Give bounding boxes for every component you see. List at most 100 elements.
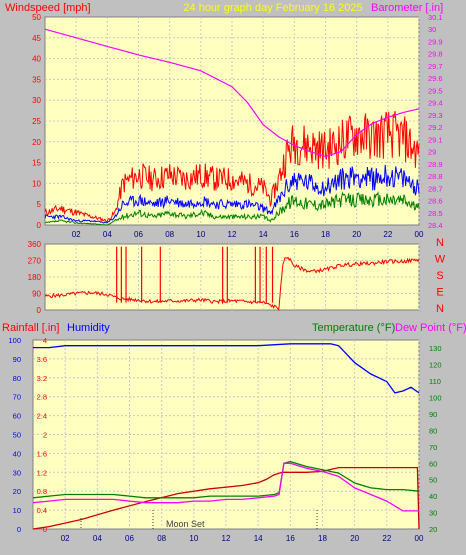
rain-x-tick: 12	[222, 534, 231, 543]
wind-x-tick: 18	[321, 230, 330, 239]
wind-gust-line	[44, 111, 420, 223]
baro-y-tick: 28.5	[428, 209, 443, 218]
rain-y-tick: 0.8	[37, 487, 47, 496]
baro-y-tick: 29.4	[428, 99, 443, 108]
humidity-y-tick: 70	[13, 393, 21, 402]
temp-y-tick: 90	[429, 410, 437, 419]
temp-y-tick: 70	[429, 443, 437, 452]
humidity-y-tick: 50	[13, 431, 21, 440]
rain-y-tick: 1.2	[37, 468, 47, 477]
baro-y-tick: 28.4	[428, 221, 443, 230]
rain-y-tick: 3.6	[37, 355, 47, 364]
temp-y-tick: 60	[429, 459, 437, 468]
dew_point-line	[32, 462, 419, 512]
baro-y-tick: 29.7	[428, 62, 443, 71]
humidity-y-tick: 60	[13, 412, 21, 421]
rain-y-tick: 0	[43, 525, 47, 534]
temp-y-tick: 20	[429, 525, 437, 534]
rain-x-tick: 08	[157, 534, 166, 543]
wind-x-tick: 04	[103, 230, 112, 239]
wind-y-tick: 15	[32, 159, 41, 168]
temp-y-tick: 80	[429, 426, 437, 435]
humidity-y-tick: 40	[13, 449, 21, 458]
rain-line	[32, 466, 420, 530]
baro-y-tick: 28.9	[428, 160, 443, 169]
humidity-y-tick: 100	[8, 336, 21, 345]
baro-y-tick: 30.1	[428, 13, 443, 22]
wind-y-tick: 5	[37, 200, 42, 209]
rain-x-tick: 02	[61, 534, 70, 543]
rain-y-tick: 1.6	[37, 449, 47, 458]
rainfall-label: Rainfall [.in]	[2, 322, 59, 334]
temp-y-tick: 120	[429, 361, 442, 370]
humidity-y-tick: 80	[13, 374, 21, 383]
wind-x-tick: 10	[196, 230, 205, 239]
wind-low-line	[44, 191, 420, 226]
wind-y-tick: 25	[32, 117, 41, 126]
chart-title: 24 hour graph day February 16 2025	[183, 2, 362, 14]
barometer-label: Barometer [.in]	[371, 2, 443, 14]
baro-y-tick: 29.2	[428, 123, 443, 132]
wind-x-tick: 20	[352, 230, 361, 239]
humidity-y-tick: 10	[13, 506, 21, 515]
dewpoint-label: Dew Point (°F)	[395, 322, 466, 334]
baro-y-tick: 28.8	[428, 172, 443, 181]
rain-y-tick: 3.2	[37, 374, 47, 383]
humidity-y-tick: 90	[13, 355, 21, 364]
rain-x-tick: 20	[350, 534, 359, 543]
wind-x-tick: 16	[290, 230, 299, 239]
wind-x-tick: 12	[228, 230, 237, 239]
wind-y-tick: 50	[32, 13, 41, 22]
wind-y-tick: 10	[32, 179, 41, 188]
wind-x-tick: 08	[165, 230, 174, 239]
compass-letter: W	[435, 254, 446, 266]
wind-y-tick: 30	[32, 96, 41, 105]
barometer-line	[44, 28, 420, 158]
humidity-line	[33, 343, 420, 394]
wind-x-tick: 14	[259, 230, 268, 239]
wind-avg-line	[44, 164, 420, 224]
dir-y-tick: 360	[28, 240, 42, 249]
temp-y-tick: 50	[429, 476, 437, 485]
baro-y-tick: 29.6	[428, 74, 443, 83]
rain-x-tick: 22	[382, 534, 391, 543]
wind-x-tick: 06	[134, 230, 143, 239]
humidity-y-tick: 30	[13, 468, 21, 477]
dir-y-tick: 90	[32, 290, 41, 299]
temperature-label: Temperature (°F)	[312, 322, 395, 334]
dir-y-tick: 0	[37, 306, 42, 315]
wind-y-tick: 20	[32, 138, 41, 147]
compass-letter: N	[436, 303, 444, 315]
temp-y-tick: 130	[429, 344, 442, 353]
rain-x-tick: 04	[93, 534, 102, 543]
windspeed-label: Windspeed [mph]	[5, 2, 91, 14]
rain-x-tick: 18	[318, 534, 327, 543]
wind-x-tick: 00	[415, 230, 424, 239]
baro-y-tick: 29.8	[428, 50, 443, 59]
dir-y-tick: 270	[28, 257, 42, 266]
humidity-label: Humidity	[67, 322, 110, 334]
temp-y-tick: 110	[429, 377, 441, 386]
wind-y-tick: 35	[32, 75, 41, 84]
rain-y-tick: 2.4	[37, 412, 47, 421]
baro-y-tick: 29.9	[428, 37, 443, 46]
rain-x-tick: 16	[286, 534, 295, 543]
baro-y-tick: 30	[428, 25, 436, 34]
temp-y-tick: 40	[429, 492, 437, 501]
rain-y-tick: 0.4	[37, 506, 47, 515]
rain-x-tick: 00	[415, 534, 424, 543]
rain-x-tick: 14	[254, 534, 263, 543]
rain-y-tick: 2.8	[37, 393, 47, 402]
humidity-y-tick: 20	[13, 487, 21, 496]
temp-y-tick: 100	[429, 394, 442, 403]
direction-line	[44, 256, 420, 312]
compass-letter: S	[436, 270, 443, 282]
moon-set-label: Moon Set	[166, 519, 205, 529]
wind-y-tick: 0	[37, 221, 42, 230]
humidity-y-tick: 0	[17, 525, 21, 534]
rain-y-tick: 2	[43, 431, 47, 440]
temp-y-tick: 30	[429, 509, 437, 518]
dir-y-tick: 180	[28, 273, 42, 282]
baro-y-tick: 29.5	[428, 86, 443, 95]
